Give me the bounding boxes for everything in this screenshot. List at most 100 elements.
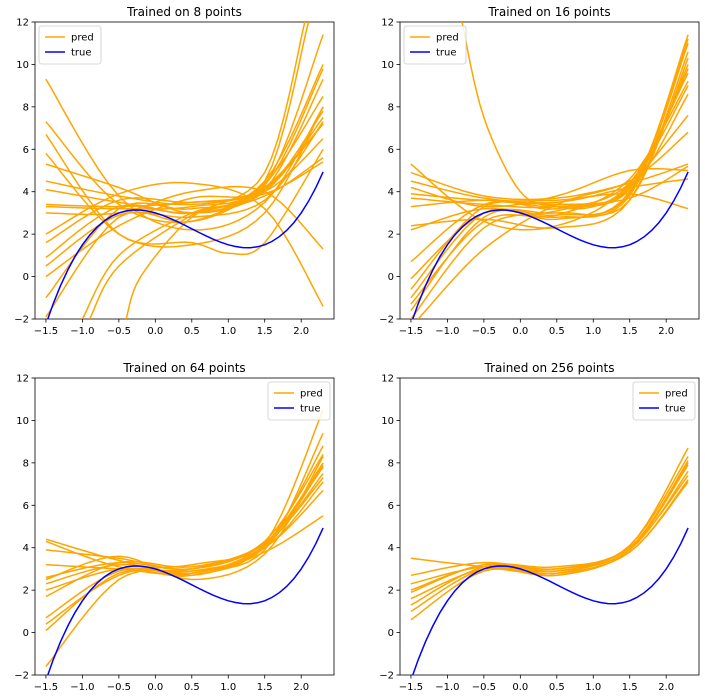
pred-line <box>81 78 324 319</box>
x-tick-label: 1.5 <box>622 682 638 693</box>
y-tick-label: 2 <box>388 586 394 597</box>
legend: pred true <box>632 381 696 421</box>
x-tick-label: 2.0 <box>658 326 674 337</box>
pred-line <box>45 34 324 299</box>
y-tick-label: 4 <box>23 543 29 554</box>
pred-line <box>45 106 324 248</box>
axes-frame <box>34 21 335 320</box>
legend-label: pred <box>300 389 323 400</box>
pred-line <box>45 181 324 307</box>
x-tick-label: −1.0 <box>70 326 94 337</box>
x-tick-label: −1.0 <box>435 682 459 693</box>
y-tick-label: 4 <box>23 187 29 198</box>
y-tick-label: 2 <box>23 230 29 241</box>
plot-area <box>45 22 324 319</box>
legend-label: true <box>665 404 686 415</box>
true-line <box>411 527 689 675</box>
x-tick-label: 1.5 <box>257 326 273 337</box>
y-tick-label: 4 <box>388 187 394 198</box>
legend: pred true <box>267 381 331 421</box>
subplot-title: Trained on 8 points <box>126 5 242 19</box>
x-tick-label: −1.5 <box>34 326 58 337</box>
legend-box <box>267 381 331 421</box>
x-tick-label: 0.0 <box>512 326 528 337</box>
plot-area <box>410 22 689 319</box>
y-tick-label: 12 <box>381 374 394 385</box>
pred-line <box>125 22 306 319</box>
y-tick-label: 2 <box>23 586 29 597</box>
subplot-title: Trained on 64 points <box>122 361 245 375</box>
pred-line <box>410 481 689 621</box>
y-tick-label: 12 <box>16 374 29 385</box>
y-tick-label: 6 <box>23 145 29 156</box>
y-tick-label: 0 <box>388 628 394 639</box>
legend-box <box>632 381 696 421</box>
y-tick-label: 6 <box>23 501 29 512</box>
x-tick-label: 0.5 <box>184 682 200 693</box>
legend: pred true <box>403 25 467 65</box>
x-tick-label: 0.5 <box>184 326 200 337</box>
pred-line <box>410 163 689 201</box>
x-tick-label: 1.5 <box>257 682 273 693</box>
x-tick-label: 0.0 <box>147 326 163 337</box>
axes-frame <box>399 21 700 320</box>
x-tick-label: −0.5 <box>107 682 131 693</box>
y-tick-label: −2 <box>379 315 394 326</box>
x-tick-label: −1.5 <box>34 682 58 693</box>
pred-line <box>410 38 689 299</box>
pred-line <box>410 57 689 311</box>
legend-label: true <box>436 48 457 59</box>
x-tick-label: −1.5 <box>399 326 423 337</box>
legend-label: pred <box>71 33 94 44</box>
plot-area <box>410 447 689 675</box>
x-tick-label: −1.5 <box>399 682 423 693</box>
pred-line <box>45 78 324 231</box>
subplot-title: Trained on 256 points <box>484 361 615 375</box>
y-tick-label: 8 <box>388 102 394 113</box>
x-tick-label: 2.0 <box>293 682 309 693</box>
pred-line <box>410 85 689 290</box>
y-tick-label: −2 <box>379 671 394 682</box>
x-tick-label: 1.0 <box>585 682 601 693</box>
subplot-2: Trained on 16 points −1.5 −1.0 −0.5 0.0 0.5 1.… <box>379 5 700 337</box>
x-tick-label: 1.0 <box>220 326 236 337</box>
y-tick-label: 8 <box>23 458 29 469</box>
x-tick-label: 0.0 <box>147 682 163 693</box>
x-tick-label: 2.0 <box>658 682 674 693</box>
subplot-1: Trained on 8 points −1.5 −1.0 −0.5 0.0 0.5 1.0… <box>14 5 335 337</box>
pred-line <box>410 93 689 319</box>
x-tick-label: −1.0 <box>70 682 94 693</box>
y-tick-label: 10 <box>381 416 394 427</box>
pred-line <box>410 165 689 208</box>
legend-label: pred <box>665 389 688 400</box>
pred-line <box>45 110 324 278</box>
y-tick-label: 12 <box>381 18 394 29</box>
subplot-3: Trained on 64 points −1.5 −1.0 −0.5 0.0 0.5 1.… <box>14 361 335 693</box>
y-tick-label: 4 <box>388 543 394 554</box>
pred-line <box>45 68 324 210</box>
legend-label: true <box>71 48 92 59</box>
x-tick-label: 1.0 <box>585 326 601 337</box>
y-tick-label: 10 <box>381 60 394 71</box>
pred-line <box>410 178 689 204</box>
pred-line <box>45 462 324 667</box>
y-tick-label: −2 <box>14 671 29 682</box>
x-tick-label: 0.5 <box>549 326 565 337</box>
pred-line <box>89 22 310 319</box>
y-tick-label: 2 <box>388 230 394 241</box>
x-tick-label: 2.0 <box>293 326 309 337</box>
pred-line <box>410 475 689 606</box>
legend: pred true <box>38 25 102 65</box>
true-line <box>411 171 689 319</box>
y-tick-label: 8 <box>388 458 394 469</box>
subplot-4: Trained on 256 points −1.5 −1.0 −0.5 0.0 0.5 1… <box>379 361 700 693</box>
pred-line <box>410 81 689 305</box>
y-tick-label: 6 <box>388 145 394 156</box>
legend-label: true <box>300 404 321 415</box>
pred-line <box>45 123 324 206</box>
true-line <box>46 527 324 675</box>
x-tick-label: 0.5 <box>549 682 565 693</box>
x-tick-label: 1.0 <box>220 682 236 693</box>
x-tick-label: 0.0 <box>512 682 528 693</box>
pred-line <box>45 432 324 619</box>
